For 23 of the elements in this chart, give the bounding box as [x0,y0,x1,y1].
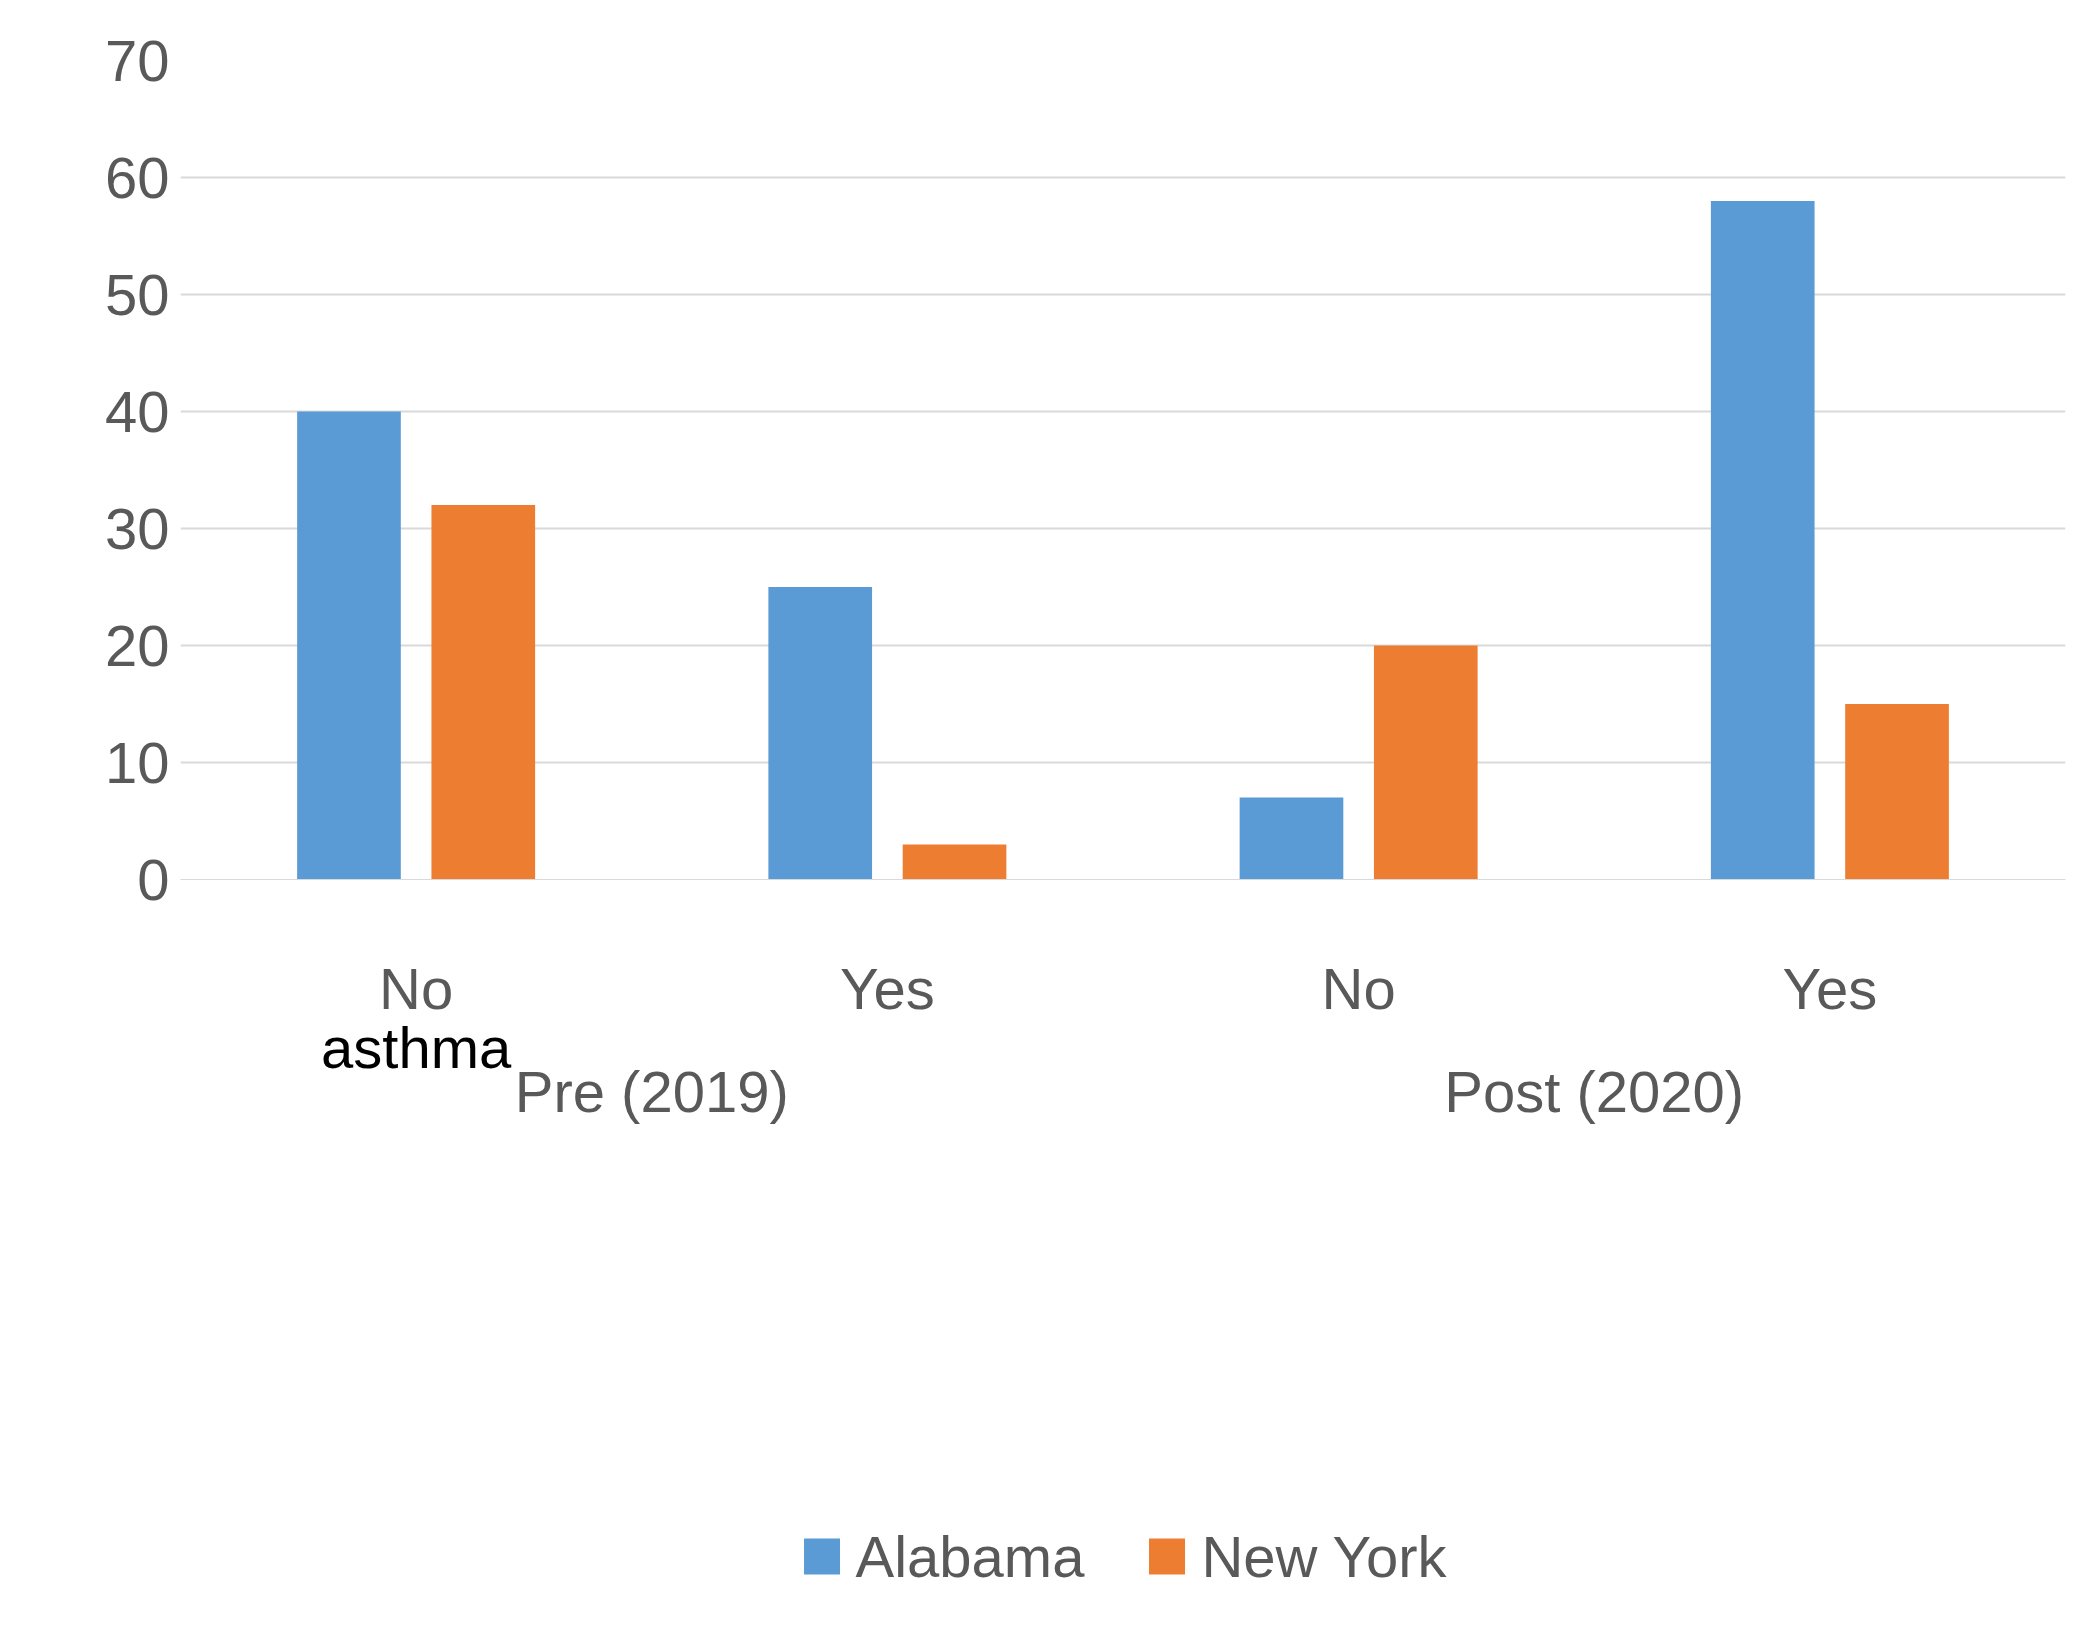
y-tick-label: 30 [104,495,170,561]
bar [431,505,536,880]
y-tick-label: 70 [104,27,170,93]
x-tick-label: Yes [1782,955,1878,1021]
legend-label: Alabama [855,1522,1085,1590]
bar [902,844,1007,880]
x-tick-label: No [1321,955,1396,1021]
y-tick-label: 50 [104,261,170,327]
y-tick-label: 0 [137,846,170,912]
y-tick-label: 40 [104,378,170,444]
text: Post (2020) [1444,1058,1745,1124]
bar [768,587,873,880]
x-tick-label: Yes [840,955,935,1021]
bar [1373,645,1478,880]
y-tick-label: 20 [104,612,170,678]
bar [1845,704,1949,880]
y-tick-label: 60 [104,144,170,210]
legend-label: New York [1201,1522,1447,1590]
y-tick-label: 10 [104,729,170,795]
bar [1710,200,1815,880]
text: Pre (2019) [514,1058,789,1124]
bar [297,411,401,880]
bar [1239,797,1344,880]
